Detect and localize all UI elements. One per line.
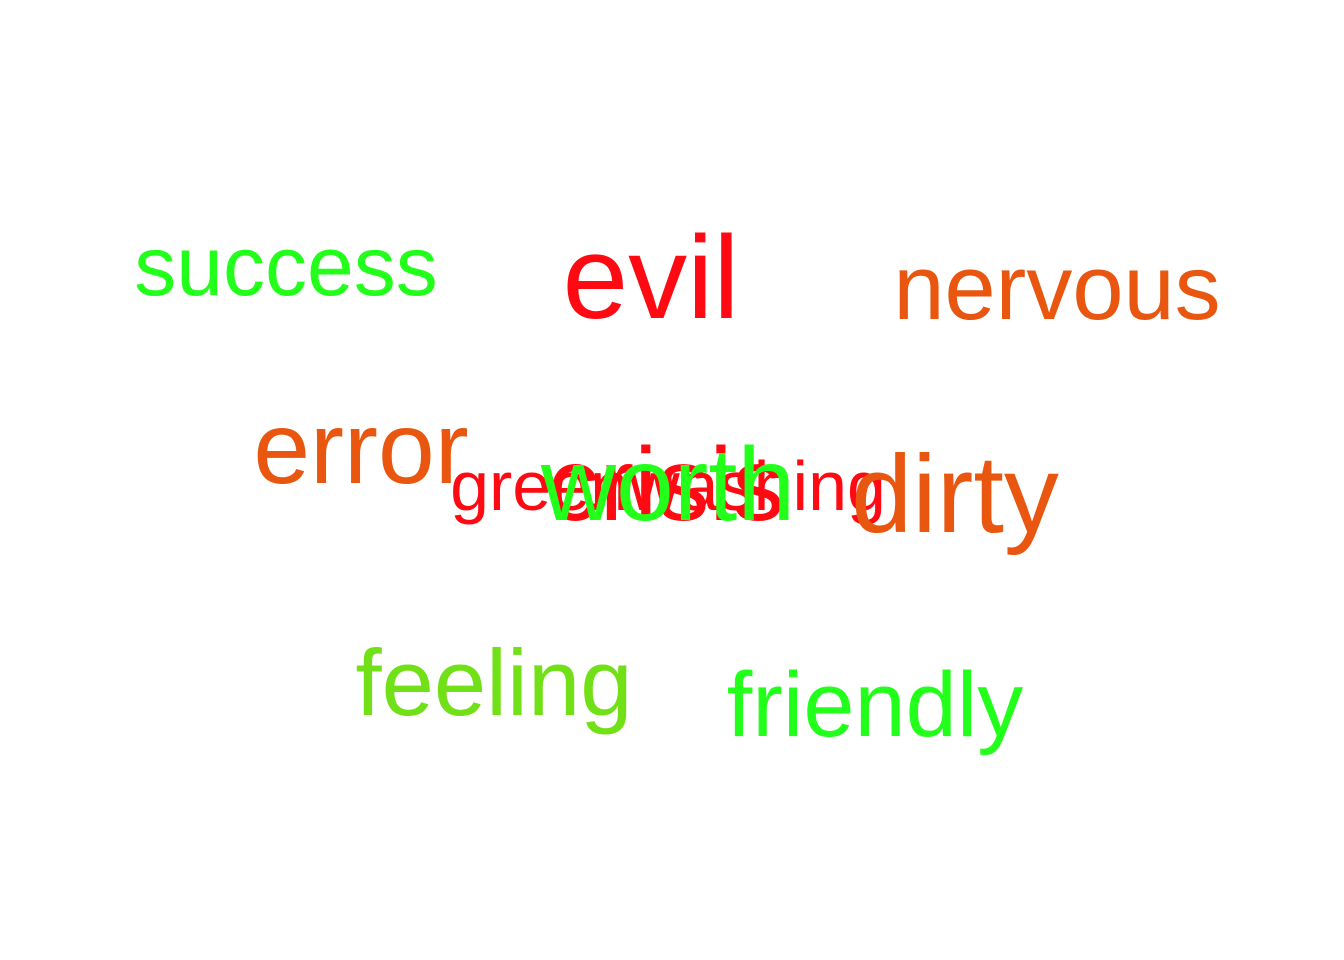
word-worth: worth: [540, 427, 796, 543]
word-nervous: nervous: [893, 237, 1221, 339]
word-success: success: [134, 219, 438, 313]
word-error: error: [253, 391, 469, 505]
word-friendly: friendly: [726, 654, 1024, 756]
word-greenwashing: greenwashing: [450, 447, 886, 525]
word-dirty: dirty: [851, 433, 1059, 556]
word-evil: evil: [562, 212, 740, 344]
word-feeling: feeling: [355, 630, 633, 735]
word-crisis: crisis: [547, 427, 785, 543]
